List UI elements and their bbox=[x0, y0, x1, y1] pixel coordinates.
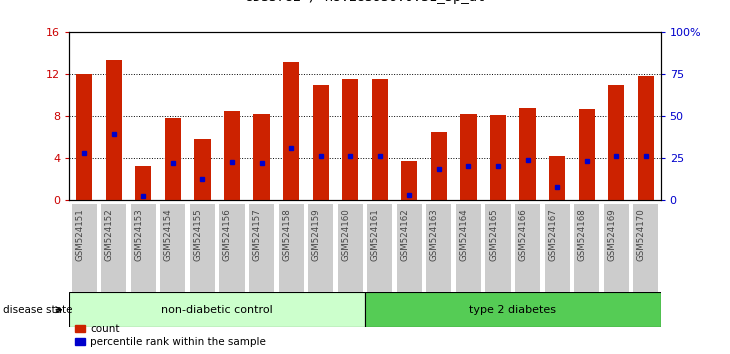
Bar bbox=[638, 76, 654, 200]
Bar bbox=[431, 132, 447, 200]
Bar bbox=[283, 62, 299, 200]
Text: GSM524158: GSM524158 bbox=[282, 208, 291, 261]
Text: disease state: disease state bbox=[3, 305, 72, 315]
Bar bbox=[76, 74, 92, 200]
Text: GSM524169: GSM524169 bbox=[607, 208, 616, 261]
FancyBboxPatch shape bbox=[338, 204, 363, 294]
Text: GSM524159: GSM524159 bbox=[312, 208, 320, 261]
Text: GSM524167: GSM524167 bbox=[548, 208, 557, 261]
Bar bbox=[372, 79, 388, 200]
Text: GSM524166: GSM524166 bbox=[518, 208, 528, 261]
FancyBboxPatch shape bbox=[634, 204, 658, 294]
Text: GSM524170: GSM524170 bbox=[637, 208, 646, 261]
FancyBboxPatch shape bbox=[515, 204, 540, 294]
Text: GSM524153: GSM524153 bbox=[134, 208, 143, 261]
FancyBboxPatch shape bbox=[485, 204, 510, 294]
Text: non-diabetic control: non-diabetic control bbox=[161, 305, 273, 315]
Text: GSM524156: GSM524156 bbox=[223, 208, 232, 261]
Text: GSM524163: GSM524163 bbox=[430, 208, 439, 261]
Text: GSM524168: GSM524168 bbox=[577, 208, 587, 261]
Text: GSM524151: GSM524151 bbox=[75, 208, 84, 261]
Bar bbox=[253, 114, 269, 200]
Text: type 2 diabetes: type 2 diabetes bbox=[469, 305, 556, 315]
Text: GSM524160: GSM524160 bbox=[341, 208, 350, 261]
Text: GSM524161: GSM524161 bbox=[371, 208, 380, 261]
FancyBboxPatch shape bbox=[249, 204, 274, 294]
Bar bbox=[520, 108, 536, 200]
Text: GSM524165: GSM524165 bbox=[489, 208, 498, 261]
Bar bbox=[135, 166, 151, 200]
FancyBboxPatch shape bbox=[190, 204, 215, 294]
Text: GSM524152: GSM524152 bbox=[104, 208, 114, 261]
FancyBboxPatch shape bbox=[456, 204, 481, 294]
FancyBboxPatch shape bbox=[308, 204, 333, 294]
Bar bbox=[461, 114, 477, 200]
Text: GSM524164: GSM524164 bbox=[459, 208, 469, 261]
FancyBboxPatch shape bbox=[545, 204, 569, 294]
Bar bbox=[194, 139, 210, 200]
FancyBboxPatch shape bbox=[131, 204, 155, 294]
FancyBboxPatch shape bbox=[397, 204, 422, 294]
Bar bbox=[106, 60, 122, 200]
FancyBboxPatch shape bbox=[604, 204, 629, 294]
FancyBboxPatch shape bbox=[161, 204, 185, 294]
Text: GDS3782 / Hs.283936.0.S1_3p_at: GDS3782 / Hs.283936.0.S1_3p_at bbox=[245, 0, 485, 4]
FancyBboxPatch shape bbox=[220, 204, 245, 294]
FancyBboxPatch shape bbox=[367, 204, 392, 294]
Text: GSM524157: GSM524157 bbox=[253, 208, 261, 261]
Bar bbox=[549, 156, 565, 200]
Bar bbox=[224, 111, 240, 200]
FancyBboxPatch shape bbox=[69, 292, 365, 327]
Text: GSM524155: GSM524155 bbox=[193, 208, 202, 261]
Bar bbox=[402, 161, 418, 200]
Legend: count, percentile rank within the sample: count, percentile rank within the sample bbox=[74, 324, 266, 347]
FancyBboxPatch shape bbox=[72, 204, 96, 294]
FancyBboxPatch shape bbox=[365, 292, 661, 327]
Bar bbox=[165, 118, 181, 200]
FancyBboxPatch shape bbox=[575, 204, 599, 294]
Bar bbox=[342, 79, 358, 200]
FancyBboxPatch shape bbox=[279, 204, 304, 294]
FancyBboxPatch shape bbox=[101, 204, 126, 294]
Bar bbox=[608, 85, 624, 200]
FancyBboxPatch shape bbox=[426, 204, 451, 294]
Text: GSM524154: GSM524154 bbox=[164, 208, 173, 261]
Bar bbox=[579, 109, 595, 200]
Bar bbox=[312, 85, 328, 200]
Bar bbox=[490, 115, 506, 200]
Text: GSM524162: GSM524162 bbox=[400, 208, 410, 261]
